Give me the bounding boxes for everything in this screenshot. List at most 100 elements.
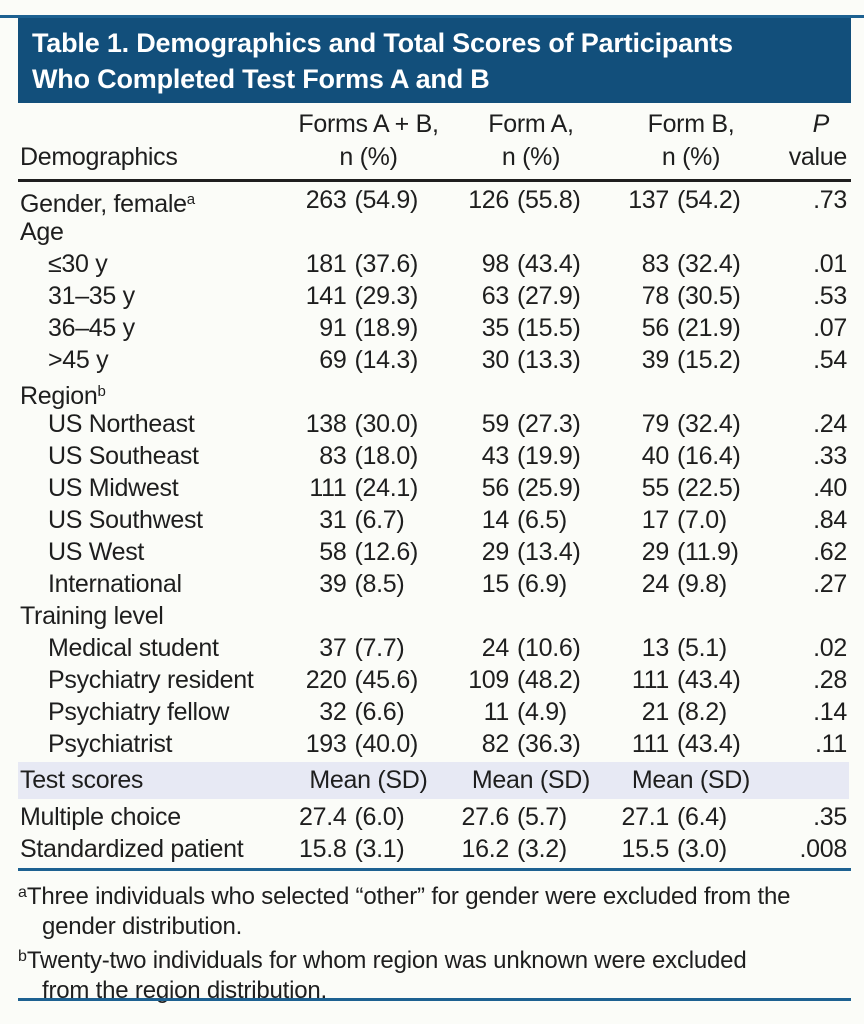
row-label: US Northeast [48, 410, 195, 438]
value-cell: 56 (21.9) [641, 314, 741, 342]
table-row: Psychiatry fellow 32 (6.6) 11 (4.9) 21 (8.2) .1… [18, 696, 849, 728]
section-row: Age [18, 216, 849, 248]
p-value-cell: .27 [813, 570, 847, 598]
table-row: >45 y 69 (14.3) 30 (13.3) 39 (15.2) .54 [18, 344, 849, 376]
value-cell: 14 (6.5) [481, 506, 567, 534]
test-scores-table-body: Multiple choice 27.4 (6.0) 27.6 (5.7) 27.1 (6.… [18, 801, 849, 865]
footnote-b-text-line2: from the region distribution. [42, 977, 328, 1004]
test-scores-label: Test scores [20, 766, 144, 794]
table-row: US Southwest 31 (6.7) 14 (6.5) 17 (7.0) .84 [18, 504, 849, 536]
table-title-band: Table 1. Demographics and Total Scores o… [18, 18, 851, 103]
column-header-demographics: Demographics [20, 143, 178, 171]
row-label: Psychiatry resident [48, 666, 254, 694]
p-value-cell: .53 [813, 282, 847, 310]
p-value-cell: .07 [813, 314, 847, 342]
table-row: Multiple choice 27.4 (6.0) 27.6 (5.7) 27.1 (6.… [18, 801, 849, 833]
row-label: International [48, 570, 182, 598]
header-rule [18, 179, 851, 182]
value-cell [286, 600, 451, 632]
value-cell: 15.5 (3.0) [621, 835, 728, 863]
row-label: Medical student [48, 634, 219, 662]
value-cell: 39 (15.2) [641, 346, 741, 374]
value-cell: 181 (37.6) [305, 250, 419, 278]
p-value-cell: .14 [813, 698, 847, 726]
row-label: Regionb [20, 382, 106, 410]
mean-sd-header-form-b: Mean (SD) [631, 766, 751, 794]
row-label: Age [20, 218, 64, 246]
p-value-cell: .35 [813, 803, 847, 831]
row-label: Gender, femalea [20, 190, 196, 218]
value-cell: 111 (43.4) [631, 730, 741, 758]
value-cell: 109 (48.2) [468, 666, 581, 694]
value-cell: 91 (18.9) [319, 314, 419, 342]
value-cell: 15.8 (3.1) [299, 835, 405, 863]
value-cell: 11 (4.9) [483, 698, 568, 726]
p-value-cell: .008 [799, 835, 848, 863]
p-value-cell [771, 600, 849, 632]
value-cell: 137 (54.2) [628, 186, 741, 214]
value-cell: 126 (55.8) [468, 186, 581, 214]
value-cell: 83 (18.0) [319, 442, 419, 470]
row-label: Psychiatrist [48, 730, 173, 758]
value-cell: 24 (9.8) [641, 570, 727, 598]
section-row: Regionb [18, 376, 849, 410]
p-value-cell: .84 [813, 506, 847, 534]
p-value-cell: .28 [813, 666, 847, 694]
empty-cell [771, 762, 849, 799]
row-label: Training level [20, 602, 164, 630]
table-row: Psychiatry resident 220 (45.6) 109 (48.2) 111… [18, 664, 849, 696]
table-row: ≤30 y 181 (37.6) 98 (43.4) 83 (32.4) .01 [18, 248, 849, 280]
p-value-cell: .33 [813, 442, 847, 470]
value-cell: 69 (14.3) [319, 346, 419, 374]
footnote-b-marker: b [18, 948, 27, 965]
value-cell: 111 (24.1) [309, 474, 419, 502]
value-cell: 78 (30.5) [641, 282, 741, 310]
table-row: Gender, femalea 263 (54.9) 126 (55.8) 137 (54.… [18, 184, 849, 218]
p-value-cell: .24 [813, 410, 847, 438]
table-row: US Northeast 138 (30.0) 59 (27.3) 79 (32.4) .24 [18, 408, 849, 440]
value-cell [451, 376, 611, 412]
row-label: Multiple choice [20, 803, 181, 831]
row-label: US Southeast [48, 442, 199, 470]
value-cell: 13 (5.1) [641, 634, 727, 662]
value-cell [451, 600, 611, 632]
table-row: Psychiatrist 193 (40.0) 82 (36.3) 111 (43.4) .1… [18, 728, 849, 760]
footnote-a-text-line1: Three individuals who selected “other” f… [26, 883, 791, 910]
footnote-b-text-line1: Twenty-two individuals for whom region w… [26, 947, 747, 974]
column-header-form-b: Form B, n (%) [647, 110, 735, 171]
value-cell: 27.1 (6.4) [621, 803, 728, 831]
value-cell: 21 (8.2) [641, 698, 727, 726]
value-cell: 17 (7.0) [641, 506, 727, 534]
value-cell: 98 (43.4) [481, 250, 581, 278]
column-header-row: Demographics Forms A + B, n (%) Form A, … [18, 108, 849, 174]
table-bottom-rule [18, 868, 851, 871]
table-row: International 39 (8.5) 15 (6.9) 24 (9.8) .27 [18, 568, 849, 600]
test-scores-subheader-row: Test scores Mean (SD) Mean (SD) Mean (SD… [18, 762, 849, 799]
value-cell: 39 (8.5) [319, 570, 405, 598]
p-value-cell: .01 [813, 250, 847, 278]
value-cell [611, 600, 771, 632]
row-label: 36–45 y [48, 314, 135, 342]
row-label: US Southwest [48, 506, 203, 534]
mean-sd-header-form-a: Mean (SD) [471, 766, 591, 794]
value-cell: 24 (10.6) [481, 634, 581, 662]
value-cell: 79 (32.4) [641, 410, 741, 438]
value-cell: 56 (25.9) [481, 474, 581, 502]
mean-sd-header-forms-ab: Mean (SD) [309, 766, 428, 794]
table-row: 31–35 y 141 (29.3) 63 (27.9) 78 (30.5) .53 [18, 280, 849, 312]
top-rule [0, 15, 864, 18]
value-cell: 220 (45.6) [305, 666, 419, 694]
footnote-a: aThree individuals who selected “other” … [18, 878, 858, 942]
value-cell [286, 216, 451, 248]
table-row: US Southeast 83 (18.0) 43 (19.9) 40 (16.4) .33 [18, 440, 849, 472]
demographics-table-body: Gender, femalea 263 (54.9) 126 (55.8) 137 (54.… [18, 184, 849, 760]
p-value-cell [771, 216, 849, 248]
value-cell: 43 (19.9) [481, 442, 581, 470]
table-title-line1: Table 1. Demographics and Total Scores o… [32, 28, 733, 58]
row-label: Psychiatry fellow [48, 698, 230, 726]
value-cell [286, 376, 451, 412]
table-row: US West 58 (12.6) 29 (13.4) 29 (11.9) .62 [18, 536, 849, 568]
p-value-cell: .11 [815, 730, 847, 758]
value-cell: 37 (7.7) [319, 634, 405, 662]
